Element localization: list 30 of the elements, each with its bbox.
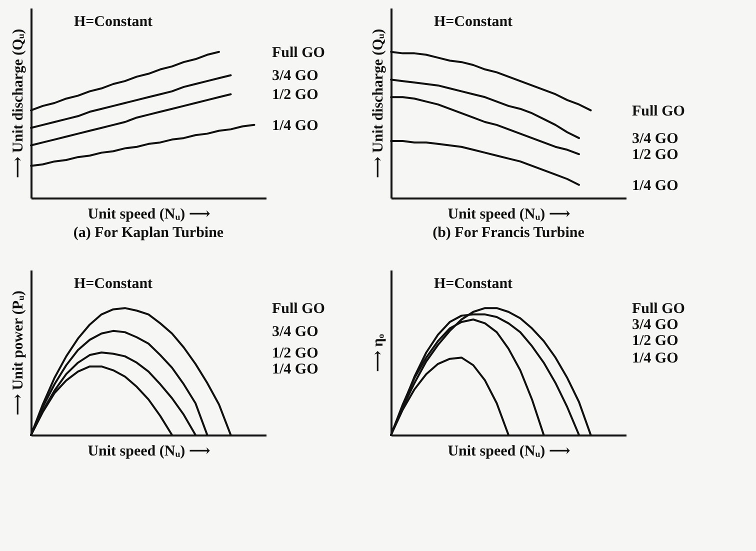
text: (b) For Francis Turbine [432,225,585,241]
text: 3/4 GO [632,317,678,334]
text: 1/2 GO [632,147,678,164]
x-axis-title: Unit speed (Nᵤ) ⟶ [88,206,210,222]
text: Full GO [272,301,325,318]
text: 1/2 GO [632,333,678,350]
series-label: 1/4 GO [272,118,318,134]
y-axis-title: ⟶ Unit discharge (Qᵤ) [370,28,386,178]
text: 1/4 GO [272,362,318,378]
x-axis-title: Unit speed (Nᵤ) ⟶ [448,444,570,460]
text: Full GO [272,44,325,61]
x-axis-title: Unit speed (Nᵤ) ⟶ [88,444,210,460]
text: H=Constant [434,276,513,292]
text: (a) For Kaplan Turbine [73,225,224,241]
x-axis-title: Unit speed (Nᵤ) ⟶ [448,206,570,222]
text: Full GO [632,301,685,318]
text: 1/4 GO [632,350,678,367]
text: 1/2 GO [272,346,318,362]
text: 1/4 GO [632,178,678,194]
text: 3/4 GO [272,324,318,340]
text: H=Constant [434,14,513,30]
text: 3/4 GO [632,131,678,148]
text: H=Constant [74,276,153,292]
y-axis-title: ⟶ ηₒ [370,333,386,372]
y-axis-title: ⟶ Unit power (Pᵤ) [10,290,26,416]
y-axis-title: ⟶ Unit discharge (Qᵤ) [10,28,26,178]
text: H=Constant [74,14,153,30]
text: Full GO [632,103,685,120]
text: 1/2 GO [272,87,318,104]
text: 3/4 GO [272,68,318,84]
